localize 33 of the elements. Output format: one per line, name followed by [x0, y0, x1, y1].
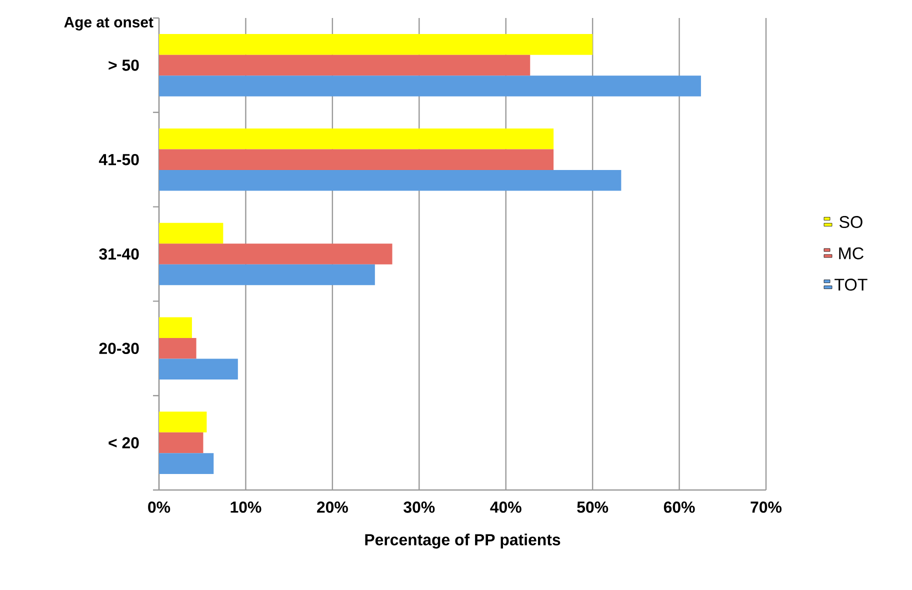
bar [159, 338, 196, 359]
bar [159, 317, 192, 338]
y-axis-title: Age at onset [64, 17, 154, 30]
y-tick-label: 31-40 [99, 248, 139, 260]
bar [159, 128, 554, 150]
x-tick-label: 20% [317, 502, 348, 513]
bar [159, 412, 207, 432]
bar [159, 76, 701, 96]
bar [159, 54, 530, 76]
x-tick-label: 50% [577, 502, 608, 513]
x-tick-label: 0% [148, 502, 170, 513]
bar [159, 170, 622, 191]
bar [159, 244, 392, 264]
x-tick-label: 70% [750, 502, 782, 513]
bar [159, 34, 593, 55]
bar [159, 432, 204, 454]
bar [159, 264, 375, 286]
legend-label: TOT [834, 278, 868, 291]
x-tick-label: 40% [490, 502, 522, 513]
legend-label: SO [839, 216, 862, 228]
y-tick-label: < 20 [108, 437, 139, 448]
legend-label: MC [839, 247, 864, 260]
bar [159, 222, 224, 244]
x-tick-label: 30% [404, 502, 435, 513]
x-tick-label: 10% [230, 502, 262, 513]
x-axis-title: Percentage of PP patients [365, 534, 560, 549]
x-tick-label: 60% [664, 502, 695, 513]
y-tick-label: > 50 [108, 60, 139, 71]
y-tick-label: 41-50 [98, 154, 139, 166]
bar [159, 149, 554, 170]
bar [159, 358, 238, 380]
y-tick-label: 20-30 [99, 342, 139, 354]
bar [159, 453, 214, 474]
